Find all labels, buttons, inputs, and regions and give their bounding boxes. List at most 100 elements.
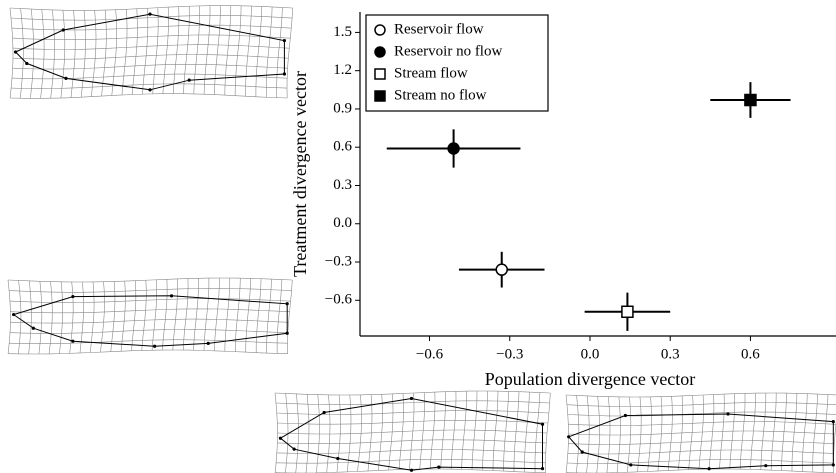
grid-line	[9, 298, 291, 303]
grid-line	[245, 278, 251, 353]
grid-line	[183, 6, 190, 94]
grid-line	[172, 278, 178, 351]
grid-line	[567, 449, 834, 455]
grid-line	[101, 10, 107, 97]
grid-line	[9, 7, 14, 99]
grid-line	[214, 5, 221, 95]
x-tick-label: 0.0	[581, 346, 600, 362]
grid-line	[12, 44, 290, 50]
grid-line	[69, 281, 74, 354]
landmark	[12, 312, 16, 317]
grid-line	[79, 281, 84, 354]
x-tick-label: 0.3	[661, 346, 680, 362]
grid-line	[70, 10, 76, 98]
landmark	[31, 326, 35, 330]
landmark	[14, 50, 18, 54]
grid-line	[276, 410, 549, 415]
grid-line	[224, 5, 232, 96]
grid-line	[567, 411, 836, 417]
grid-line	[276, 279, 283, 354]
outline	[279, 397, 543, 471]
grid-line	[12, 34, 291, 41]
grid-line	[172, 6, 180, 94]
grid-line	[100, 281, 105, 353]
landmark	[409, 468, 414, 472]
grid-line	[193, 278, 199, 351]
landmark	[623, 413, 628, 418]
grid-line	[131, 280, 137, 351]
grid-line	[10, 15, 293, 21]
grid-line	[566, 468, 834, 473]
grid-line	[266, 279, 272, 354]
landmark	[25, 61, 29, 66]
legend-marker	[374, 90, 386, 102]
grid-line	[275, 459, 546, 464]
y-axis-title: Treatment divergence vector	[290, 71, 310, 277]
grid-line	[12, 54, 289, 60]
point	[447, 142, 460, 155]
legend-label: Reservoir flow	[394, 21, 484, 37]
grid-line	[9, 329, 288, 334]
grid-line	[9, 288, 292, 293]
grid-line	[162, 279, 168, 351]
grid-line	[277, 420, 548, 425]
landmark	[540, 467, 545, 471]
landmark	[580, 450, 584, 454]
grid-line	[30, 9, 34, 99]
landmark	[71, 339, 75, 343]
landmark	[322, 410, 326, 415]
grid-line	[7, 277, 293, 283]
grid-line	[141, 280, 147, 351]
grid-line	[276, 449, 546, 454]
grid-line	[10, 318, 289, 324]
grid-line	[193, 5, 201, 94]
grid-line	[18, 280, 22, 354]
grid-line	[203, 278, 210, 351]
grid-line	[565, 392, 836, 398]
landmark	[831, 420, 835, 424]
grid-line	[566, 459, 834, 464]
landmark	[336, 456, 340, 461]
outline	[567, 413, 834, 470]
landmark	[282, 72, 286, 76]
grid-line	[10, 308, 290, 314]
grid-line	[274, 390, 551, 396]
grid-line	[60, 10, 66, 99]
landmark	[707, 467, 711, 471]
legend-label: Stream flow	[394, 65, 468, 81]
grid-line	[121, 9, 128, 96]
deformation-grids	[7, 5, 836, 473]
grid-line	[203, 5, 211, 95]
grid-line	[162, 7, 169, 94]
grid-line	[255, 278, 262, 353]
grid-line	[9, 339, 288, 344]
landmark	[206, 341, 210, 345]
y-tick-label: −0.6	[325, 292, 353, 308]
y-tick-label: 1.2	[333, 62, 352, 78]
legend-label: Reservoir no flow	[394, 43, 502, 59]
grid-line	[234, 5, 242, 96]
grid-line	[80, 10, 86, 98]
grid-line	[11, 24, 292, 31]
x-tick-label: −0.6	[416, 346, 444, 362]
landmark	[282, 38, 286, 43]
grid-line	[274, 392, 278, 473]
legend-marker	[374, 68, 386, 80]
legend-marker	[374, 24, 386, 36]
x-tick-label: 0.6	[741, 346, 760, 362]
grid-line	[266, 6, 273, 98]
grid-line	[59, 281, 64, 354]
grid-line	[89, 281, 95, 353]
grid-line	[11, 73, 288, 80]
grid-line	[224, 277, 231, 352]
outline	[14, 13, 285, 91]
landmark	[764, 464, 768, 468]
grid-line	[568, 440, 835, 445]
y-tick-label: −0.3	[325, 253, 352, 269]
grid-line	[275, 400, 550, 405]
landmark	[153, 344, 157, 348]
grid-line	[276, 7, 283, 98]
grid-line	[151, 279, 157, 351]
grid-line	[7, 279, 11, 354]
